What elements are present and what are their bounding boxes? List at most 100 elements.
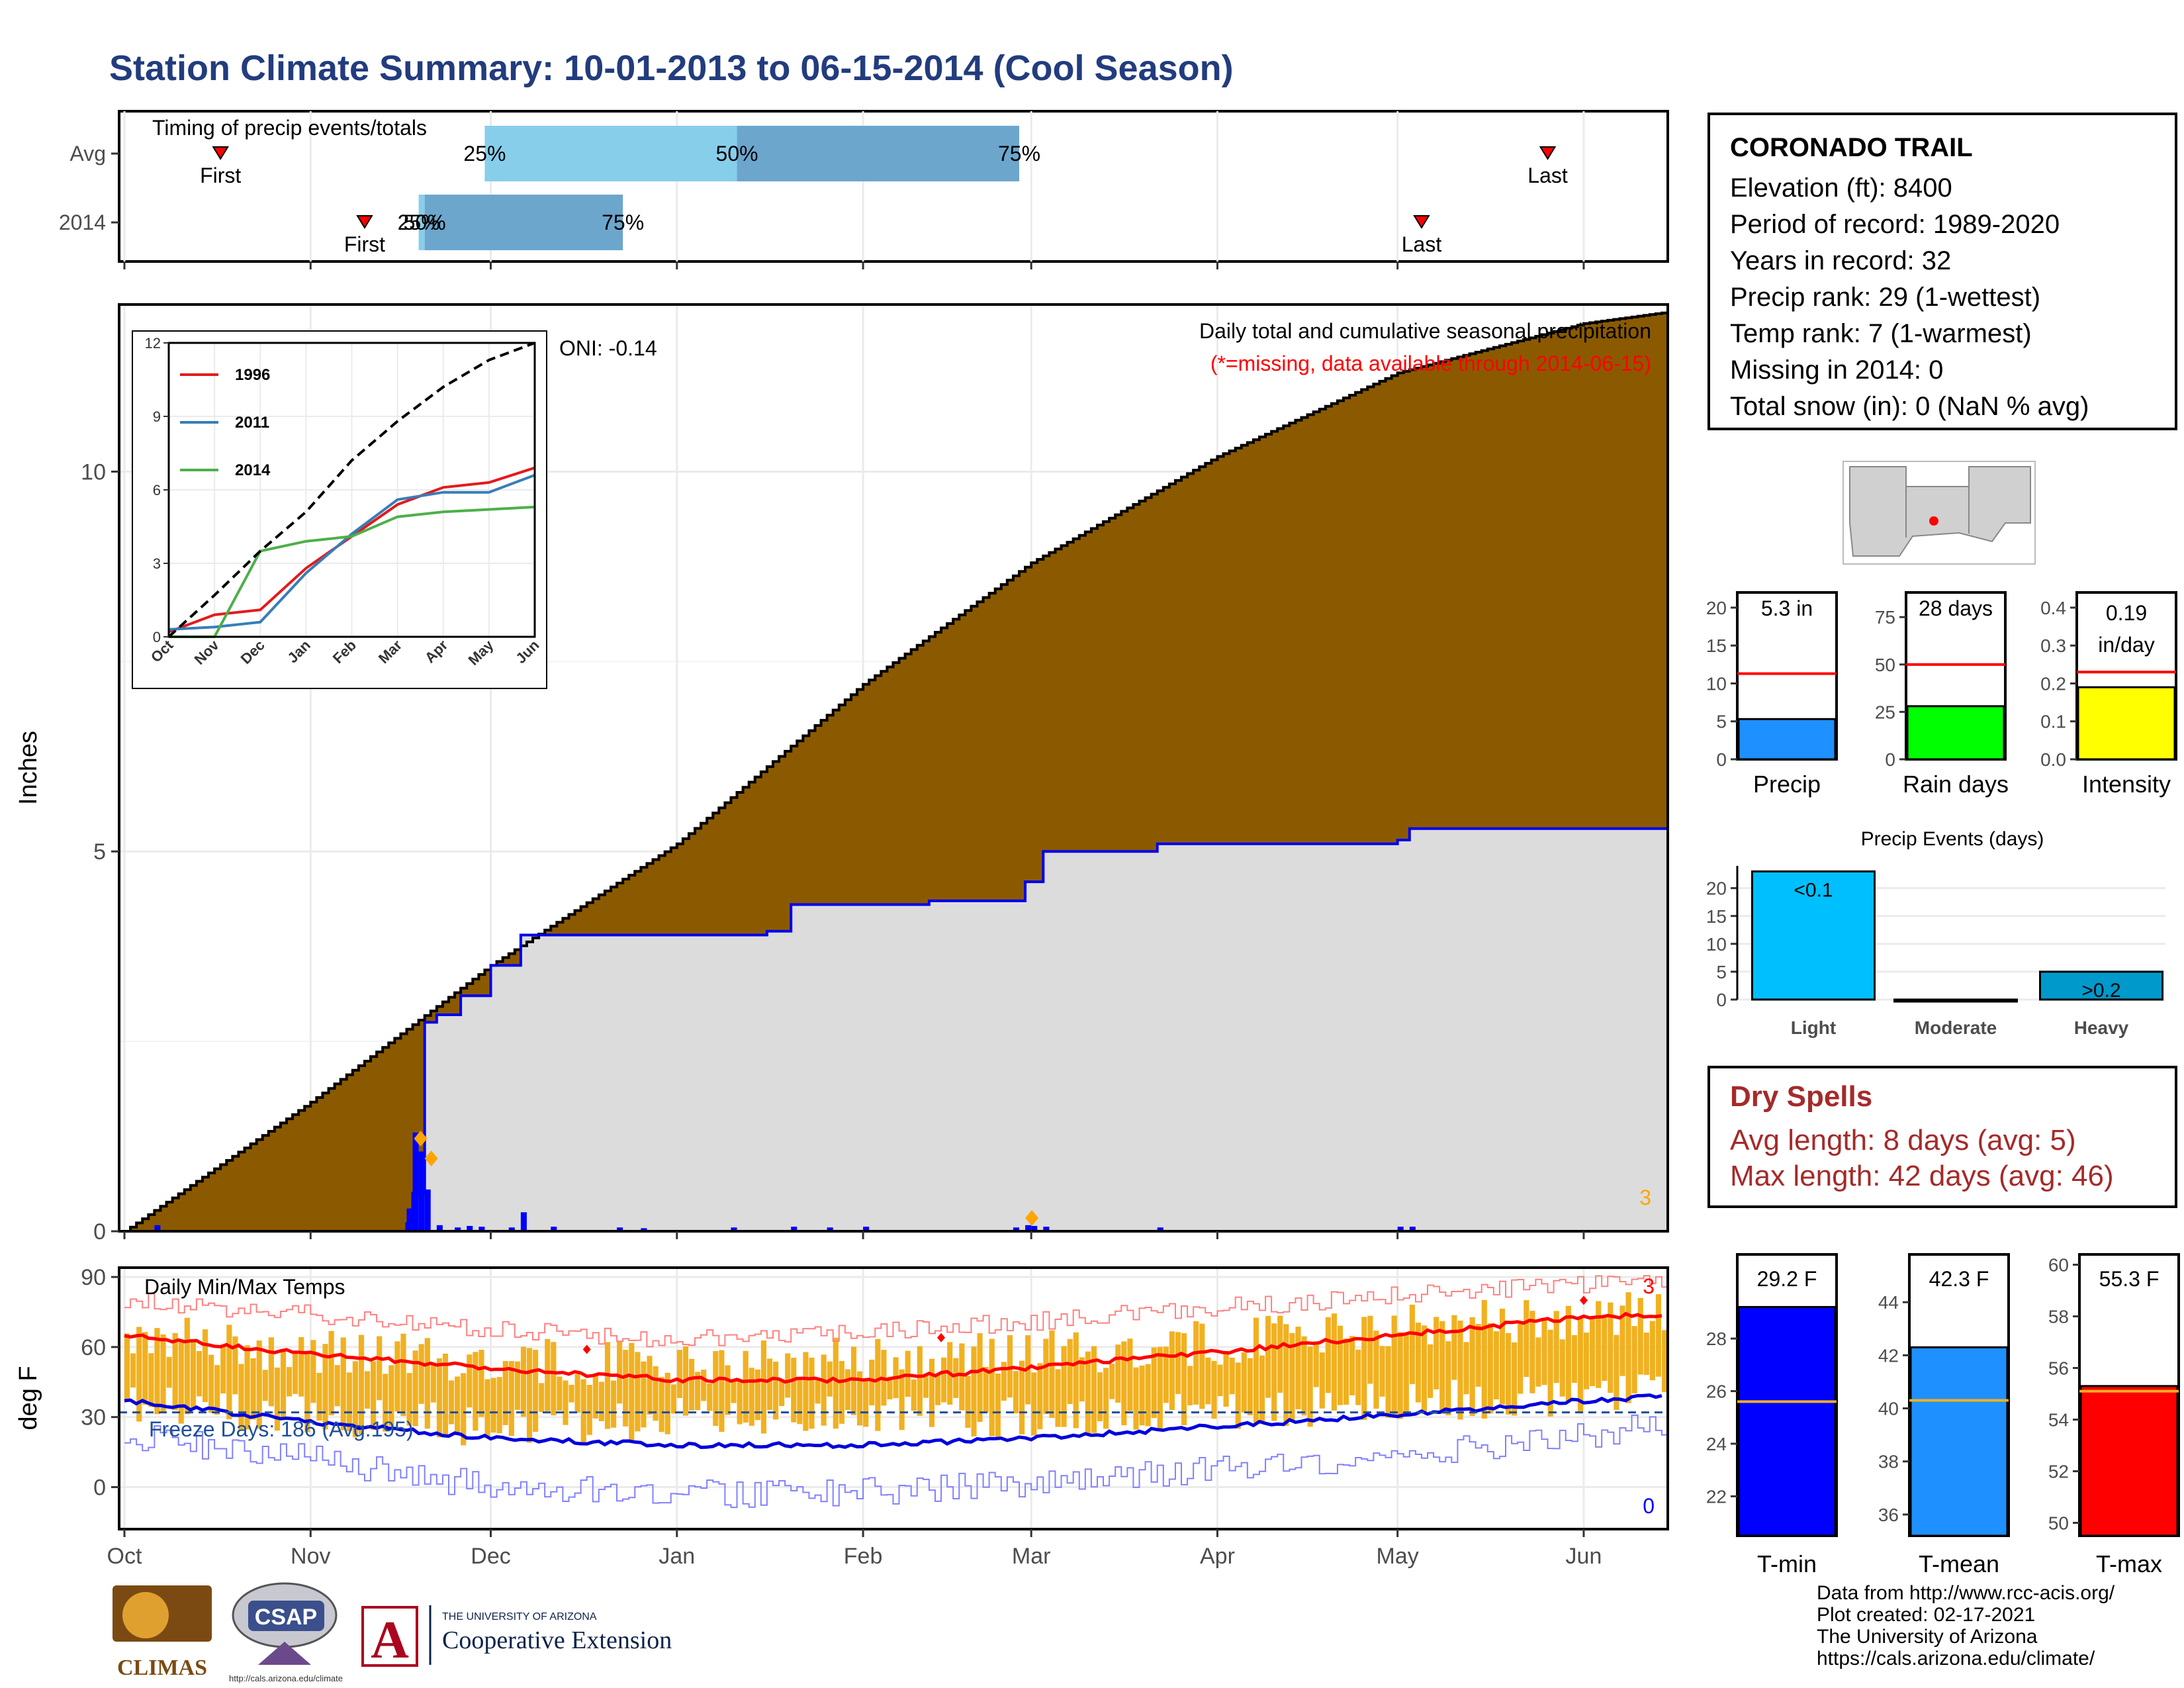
daily-temp-bar bbox=[256, 1340, 262, 1429]
temp-bar-value-label: 42.3 F bbox=[1929, 1267, 1989, 1291]
daily-temp-bar bbox=[1091, 1346, 1097, 1433]
daily-temp-bar bbox=[154, 1328, 160, 1415]
daily-temp-bar bbox=[1085, 1351, 1091, 1436]
daily-temp-bar bbox=[1596, 1301, 1602, 1388]
daily-temp-bar bbox=[965, 1376, 971, 1428]
daily-temp-bar bbox=[1253, 1317, 1259, 1423]
daily-temp-bar bbox=[526, 1348, 533, 1443]
daily-temp-bar bbox=[995, 1373, 1001, 1437]
daily-temp-bar bbox=[1608, 1302, 1614, 1393]
timing-label-first: First bbox=[344, 232, 385, 256]
daily-temp-bar bbox=[977, 1333, 983, 1423]
daily-temp-bar bbox=[436, 1358, 443, 1438]
daily-temp-bar bbox=[214, 1365, 220, 1415]
daily-temp-bar bbox=[1157, 1346, 1163, 1429]
daily-temp-bar bbox=[1625, 1292, 1631, 1403]
daily-temp-bar bbox=[1301, 1336, 1307, 1416]
daily-precip-bar bbox=[436, 1225, 443, 1231]
inset-y-tick-label: 0 bbox=[153, 629, 161, 645]
daily-precip-bar bbox=[617, 1227, 623, 1231]
season-cumulative-area bbox=[119, 828, 1668, 1231]
daily-temp-bar bbox=[280, 1351, 287, 1419]
daily-temp-bar bbox=[377, 1336, 383, 1401]
daily-temp-bar bbox=[346, 1372, 352, 1432]
daily-temp-bar bbox=[664, 1372, 670, 1434]
timing-marker-first bbox=[212, 146, 229, 160]
temp-panel-title: Daily Min/Max Temps bbox=[144, 1275, 345, 1299]
daily-temp-bar bbox=[298, 1336, 304, 1397]
daily-temp-bar bbox=[442, 1353, 449, 1436]
daily-precip-bar bbox=[1409, 1227, 1416, 1231]
daily-temp-bar bbox=[1391, 1315, 1397, 1416]
month-tick-label: May bbox=[1377, 1544, 1419, 1569]
credits: Data from http://www.rcc-acis.org/ Plot … bbox=[1817, 1582, 2115, 1669]
daily-temp-bar bbox=[941, 1357, 947, 1403]
daily-precip-bar bbox=[641, 1228, 647, 1231]
daily-temp-bar bbox=[1199, 1323, 1205, 1409]
daily-temp-bar bbox=[1283, 1324, 1289, 1427]
daily-temp-bar bbox=[1241, 1352, 1247, 1413]
summary-tick-label: 0 bbox=[1716, 749, 1727, 770]
snow-marker bbox=[414, 1131, 428, 1147]
map-states bbox=[1849, 466, 2031, 557]
daily-temp-bar bbox=[1079, 1357, 1085, 1402]
events-tick-label: 20 bbox=[1706, 878, 1727, 899]
events-bar-label: >0.2 bbox=[2081, 980, 2120, 1002]
daily-precip-bar bbox=[791, 1227, 797, 1231]
daily-precip-bar bbox=[551, 1227, 557, 1231]
daily-temp-bar bbox=[1379, 1346, 1385, 1397]
daily-temp-bar bbox=[232, 1336, 238, 1395]
daily-temp-bar bbox=[610, 1380, 617, 1428]
record-low-line bbox=[124, 1414, 1668, 1509]
month-tick-label: Dec bbox=[471, 1544, 510, 1569]
daily-temp-bar bbox=[899, 1369, 905, 1430]
events-tick-label: 0 bbox=[1716, 990, 1727, 1010]
daily-temp-bar bbox=[617, 1341, 623, 1404]
oni-label: ONI: -0.14 bbox=[559, 336, 657, 360]
timing-label-50: 50% bbox=[716, 142, 758, 165]
daily-temp-bar bbox=[815, 1379, 821, 1404]
temp-bar-tick-label: 28 bbox=[1706, 1329, 1727, 1349]
daily-temp-bar bbox=[911, 1379, 917, 1411]
daily-temp-bar bbox=[574, 1374, 580, 1413]
temp-bars: 22 24 26 28 29.2 F T-min 36 38 40 42 44 42.3 F T-mea… bbox=[1706, 1253, 2180, 1577]
daily-precip-bar bbox=[520, 1212, 527, 1231]
daily-temp-bar bbox=[1127, 1338, 1133, 1411]
daily-temp-bar bbox=[160, 1334, 166, 1413]
daily-temp-bar bbox=[563, 1380, 569, 1425]
daily-temp-bar bbox=[520, 1346, 527, 1417]
daily-temp-bar bbox=[1001, 1362, 1007, 1401]
daily-temp-bar bbox=[1547, 1329, 1553, 1417]
daily-temp-bar bbox=[785, 1353, 791, 1398]
temp-bar-tick-label: 56 bbox=[2048, 1358, 2069, 1379]
inset-series-line bbox=[168, 473, 535, 631]
daily-temp-bar bbox=[586, 1384, 592, 1435]
daily-temp-bar bbox=[1187, 1366, 1193, 1406]
daily-temp-bar bbox=[1313, 1341, 1319, 1387]
daily-temp-bar bbox=[1235, 1362, 1241, 1429]
timing-label-first: First bbox=[200, 164, 241, 187]
daily-temp-bar bbox=[1577, 1318, 1584, 1412]
month-tick-label: Jan bbox=[659, 1544, 695, 1569]
daily-temp-bar bbox=[1049, 1330, 1055, 1419]
y-tick-label: 10 bbox=[81, 459, 106, 485]
daily-temp-bar bbox=[1289, 1333, 1295, 1423]
daily-temp-bar bbox=[1007, 1335, 1013, 1398]
daily-temp-bar bbox=[514, 1361, 520, 1410]
events-category-label: Moderate bbox=[1915, 1017, 1997, 1038]
events-bar bbox=[1893, 998, 2018, 1003]
daily-temp-bar bbox=[1019, 1360, 1025, 1434]
temp-bar-tick-label: 42 bbox=[1878, 1345, 1899, 1366]
page-title: Station Climate Summary: 10-01-2013 to 0… bbox=[109, 48, 1234, 88]
daily-temp-bar bbox=[1524, 1300, 1529, 1378]
daily-temp-bar bbox=[934, 1373, 941, 1405]
timing-label-last: Last bbox=[1527, 164, 1568, 187]
precip-corner-label: 3 bbox=[1639, 1186, 1651, 1209]
daily-temp-bar bbox=[484, 1379, 490, 1436]
daily-temp-bar bbox=[1631, 1326, 1637, 1393]
daily-temp-bar bbox=[364, 1371, 371, 1409]
y-tick-label: 5 bbox=[93, 839, 106, 865]
csap-logo-badge bbox=[248, 1601, 324, 1631]
daily-temp-bar bbox=[551, 1342, 557, 1416]
